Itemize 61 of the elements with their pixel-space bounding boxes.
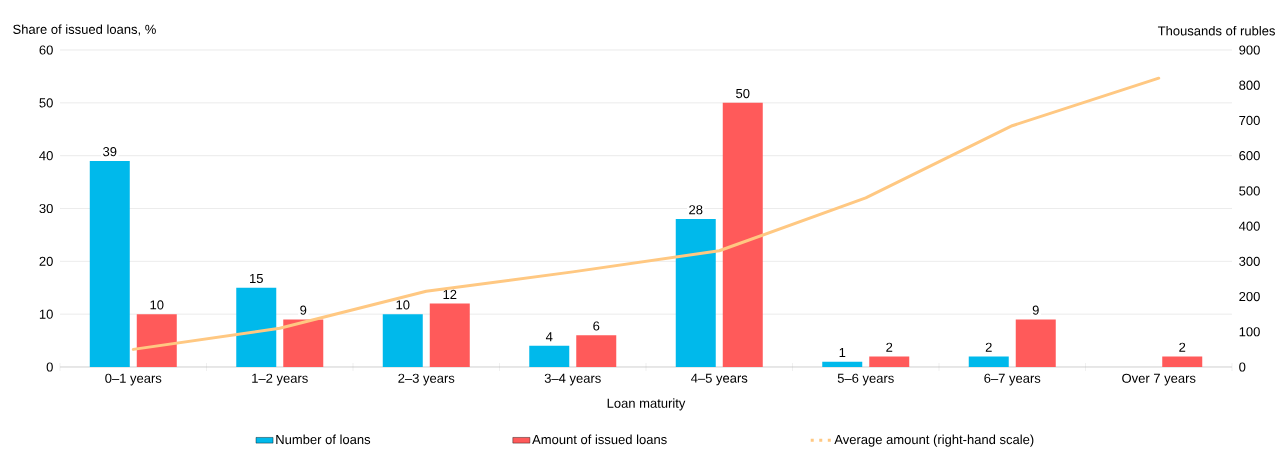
legend-label: Average amount (right-hand scale) bbox=[834, 434, 1034, 447]
bar bbox=[236, 287, 277, 367]
data-label: 9 bbox=[1032, 305, 1039, 315]
y-tick-label: 40 bbox=[39, 151, 53, 161]
bar bbox=[429, 303, 470, 367]
data-label: 10 bbox=[396, 300, 410, 310]
bar bbox=[1162, 356, 1203, 367]
data-label: 9 bbox=[300, 305, 307, 315]
y-tick-label: 10 bbox=[39, 309, 53, 319]
x-tick-label: 3–4 years bbox=[544, 373, 601, 386]
y2-tick-label: 600 bbox=[1239, 151, 1260, 161]
bar bbox=[529, 345, 570, 367]
data-label: 15 bbox=[250, 273, 263, 284]
x-tick-label: Over 7 years bbox=[1122, 373, 1196, 386]
y-tick-label: 50 bbox=[39, 98, 53, 108]
data-label: 6 bbox=[593, 321, 600, 331]
data-label: 39 bbox=[103, 147, 117, 157]
x-tick-label: 5–6 years bbox=[837, 373, 894, 386]
bar bbox=[869, 356, 910, 367]
x-tick-label: 1–2 years bbox=[252, 373, 308, 386]
data-label: 50 bbox=[736, 88, 750, 99]
x-tick-label: 0–1 years bbox=[105, 373, 162, 386]
bar bbox=[822, 361, 863, 367]
y2-tick-label: 700 bbox=[1239, 115, 1260, 126]
x-tick-label: 2–3 years bbox=[398, 373, 455, 386]
y2-tick-label: 500 bbox=[1239, 186, 1260, 196]
x-tick-label: 6–7 years bbox=[984, 373, 1041, 386]
y2-tick-label: 100 bbox=[1239, 327, 1260, 337]
bar bbox=[136, 314, 177, 367]
bar bbox=[675, 219, 716, 367]
bar bbox=[1015, 319, 1056, 367]
data-label: 1 bbox=[839, 348, 846, 357]
x-axis-title: Loan maturity bbox=[607, 398, 686, 411]
y-tick-label: 20 bbox=[39, 256, 53, 266]
data-label: 10 bbox=[150, 300, 164, 310]
bar bbox=[89, 160, 130, 367]
bar bbox=[722, 102, 763, 367]
data-label: 4 bbox=[545, 332, 553, 342]
y-axis-title: Share of issued loans, % bbox=[13, 24, 156, 36]
y2-tick-label: 300 bbox=[1239, 256, 1260, 266]
y-tick-label: 30 bbox=[39, 203, 53, 214]
y2-tick-label: 800 bbox=[1239, 80, 1260, 90]
legend-label: Number of loans bbox=[276, 434, 371, 445]
y2-tick-label: 200 bbox=[1239, 291, 1260, 302]
y-tick-label: 0 bbox=[46, 362, 53, 372]
y-tick-label: 60 bbox=[39, 45, 53, 55]
data-label: 12 bbox=[443, 289, 457, 299]
y2-tick-label: 400 bbox=[1238, 221, 1260, 231]
bar bbox=[382, 314, 423, 367]
y2-tick-label: 0 bbox=[1239, 362, 1246, 372]
legend-label: Amount of issued loans bbox=[532, 434, 667, 445]
y2-tick-label: 900 bbox=[1239, 45, 1260, 55]
data-label: 28 bbox=[689, 205, 703, 215]
bar bbox=[968, 356, 1009, 367]
bar bbox=[283, 319, 324, 367]
x-tick-label: 4–5 years bbox=[691, 373, 748, 386]
data-label: 2 bbox=[985, 342, 992, 352]
y2-axis-title: Thousands of rubles bbox=[1157, 25, 1275, 36]
data-label: 2 bbox=[886, 342, 893, 352]
data-label: 2 bbox=[1179, 342, 1186, 352]
bar bbox=[576, 335, 617, 367]
